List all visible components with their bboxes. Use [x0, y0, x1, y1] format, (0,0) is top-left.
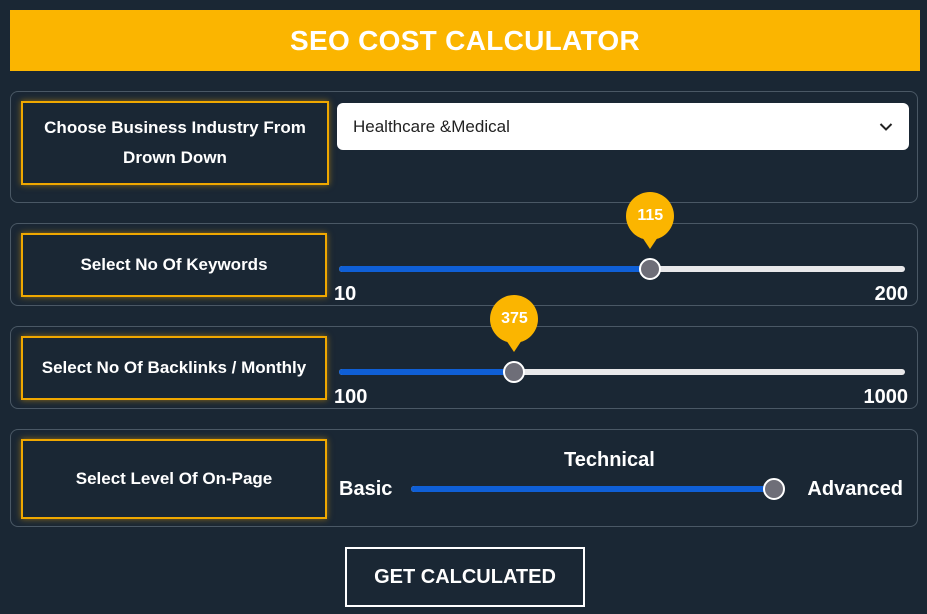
backlinks-slider-fill [339, 369, 515, 375]
keywords-min: 10 [334, 283, 357, 305]
industry-label: Choose Business Industry From Drown Down [21, 101, 329, 185]
backlinks-max: 1000 [863, 386, 909, 408]
page-title: SEO COST CALCULATOR [10, 10, 920, 71]
industry-panel: Choose Business Industry From Drown Down… [10, 91, 918, 203]
onpage-label: Select Level Of On-Page [21, 439, 327, 519]
keywords-max: 200 [874, 283, 908, 305]
keywords-panel: Select No Of Keywords 115 10 200 [10, 192, 918, 306]
keywords-slider-thumb[interactable] [639, 258, 662, 280]
chevron-down-icon [879, 117, 893, 137]
onpage-slider-fill [411, 486, 774, 492]
backlinks-slider[interactable]: 375 [339, 295, 905, 383]
backlinks-panel: Select No Of Backlinks / Monthly 375 100… [10, 295, 918, 409]
backlinks-value-bubble: 375 [490, 295, 539, 352]
get-calculated-button[interactable]: GET CALCULATED [345, 547, 585, 607]
onpage-max-label: Advanced [807, 478, 903, 500]
industry-select-value: Healthcare &Medical [353, 116, 510, 136]
backlinks-min: 100 [334, 386, 368, 408]
onpage-slider[interactable] [411, 478, 785, 500]
onpage-slider-thumb[interactable] [763, 478, 785, 500]
keywords-slider-fill [339, 266, 651, 272]
onpage-min-label: Basic [339, 478, 393, 500]
onpage-current-level: Technical [564, 449, 655, 471]
onpage-panel: Select Level Of On-Page Technical Basic … [10, 429, 918, 527]
keywords-value-bubble: 115 [626, 192, 675, 249]
backlinks-slider-thumb[interactable] [503, 361, 526, 383]
industry-select[interactable]: Healthcare &Medical [337, 103, 909, 150]
keywords-label: Select No Of Keywords [21, 233, 327, 297]
backlinks-label: Select No Of Backlinks / Monthly [21, 336, 327, 400]
keywords-slider[interactable]: 115 [339, 192, 905, 280]
